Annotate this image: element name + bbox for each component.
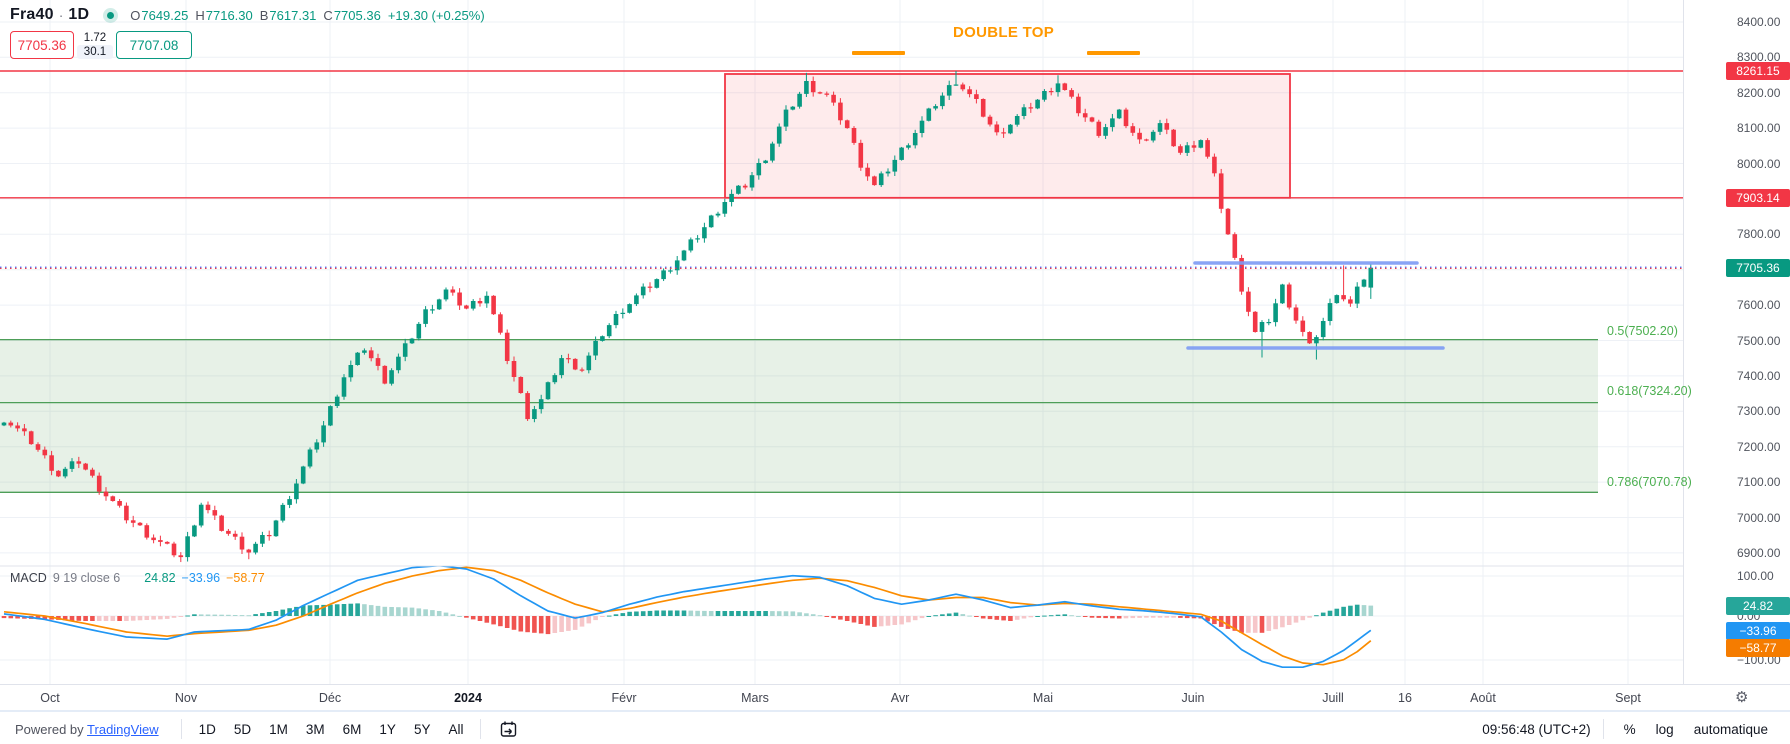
range-button-1y[interactable]: 1Y — [379, 721, 396, 737]
percent-scale-toggle[interactable]: % — [1623, 721, 1636, 737]
symbol-legend: Fra40 · 1D O7649.25 H7716.30 B7617.31 C7705… — [10, 4, 485, 59]
price-badge: 24.82 — [1726, 597, 1790, 615]
spread-column: 1.72 30.1 — [77, 31, 113, 59]
price-tick-label: 8100.00 — [1737, 121, 1781, 135]
price-tick-label: 8300.00 — [1737, 50, 1781, 64]
double-top-annotation[interactable]: DOUBLE TOP — [953, 24, 1055, 41]
toolbar-divider — [180, 719, 182, 739]
tradingview-link[interactable]: TradingView — [87, 721, 159, 737]
buy-ask-button[interactable]: 7707.08 — [116, 31, 192, 59]
chart-canvas[interactable] — [0, 0, 1683, 684]
spread-points: 30.1 — [77, 45, 113, 59]
price-tick-label: 7400.00 — [1737, 369, 1781, 383]
auto-scale-toggle[interactable]: automatique — [1693, 721, 1768, 737]
fib-level-label: 0.5(7502.20) — [1607, 324, 1678, 338]
chart-settings-gear-icon[interactable]: ⚙ — [1735, 689, 1749, 706]
range-buttons: 1D 5D 1M 3M 6M 1Y 5Y All — [190, 719, 473, 740]
price-tick-label: 8200.00 — [1737, 86, 1781, 100]
range-button-6m[interactable]: 6M — [342, 721, 362, 737]
symbol-name[interactable]: Fra40 — [10, 6, 54, 23]
price-tick-label: 7600.00 — [1737, 298, 1781, 312]
time-tick-label: Nov — [174, 691, 198, 705]
spread-value: 1.72 — [83, 32, 107, 44]
toolbar-divider — [1602, 719, 1604, 739]
ohlc-item: O7649.25 — [130, 7, 189, 23]
range-button-all[interactable]: All — [448, 721, 464, 737]
timeframe-label[interactable]: 1D — [68, 6, 90, 23]
price-badge: −33.96 — [1726, 622, 1790, 640]
macd-legend: MACD 9 19 close 6 24.82 −33.96 −58.77 — [10, 571, 265, 585]
time-tick-label: Avr — [890, 691, 910, 705]
time-tick-label: Févr — [611, 691, 637, 705]
time-tick-label: Juill — [1322, 691, 1344, 705]
range-button-5y[interactable]: 5Y — [413, 721, 431, 737]
double-top-dash[interactable] — [1087, 51, 1140, 55]
ohlc-item: H7716.30 — [195, 7, 253, 23]
range-button-1m[interactable]: 1M — [269, 721, 288, 737]
price-tick-label: 7800.00 — [1737, 227, 1781, 241]
range-button-1d[interactable]: 1D — [198, 721, 216, 737]
powered-by: Powered by TradingView — [15, 722, 159, 737]
time-tick-label: Mars — [741, 691, 769, 705]
macd-params: 9 19 close 6 — [52, 571, 121, 585]
price-tick-label: 6900.00 — [1737, 546, 1781, 560]
price-tick-label: 7200.00 — [1737, 440, 1781, 454]
clock-display[interactable]: 09:56:48 (UTC+2) — [1482, 721, 1591, 737]
time-tick-label: 2024 — [454, 691, 482, 705]
ohlc-item: B7617.31 — [259, 7, 317, 23]
macd-line-value: −33.96 — [181, 571, 221, 585]
sell-bid-button[interactable]: 7705.36 — [10, 31, 74, 59]
range-button-5d[interactable]: 5D — [233, 721, 252, 737]
log-scale-toggle[interactable]: log — [1655, 721, 1674, 737]
price-tick-label: 7300.00 — [1737, 404, 1781, 418]
market-status-dot-icon — [103, 7, 119, 23]
price-tick-label: 8000.00 — [1737, 157, 1781, 171]
change-value: +19.30 (+0.25%) — [387, 7, 485, 23]
go-to-date-icon[interactable] — [499, 720, 518, 739]
ohlc-item: C7705.36 — [323, 7, 381, 23]
price-badge: 7705.36 — [1726, 259, 1790, 277]
double-top-dash[interactable] — [852, 51, 905, 55]
price-tick-label: 7500.00 — [1737, 334, 1781, 348]
bottom-toolbar: Powered by TradingView 1D 5D 1M 3M 6M 1Y 5Y All… — [0, 710, 1790, 744]
time-tick-label: Sept — [1615, 691, 1641, 705]
macd-tick-label: 100.00 — [1737, 569, 1774, 583]
time-tick-label: Oct — [40, 691, 60, 705]
fib-level-label: 0.786(7070.78) — [1607, 475, 1692, 489]
macd-hist-value: 24.82 — [144, 571, 176, 585]
time-tick-label: Déc — [318, 691, 342, 705]
powered-by-text: Powered by — [15, 721, 84, 737]
time-tick-label: Août — [1470, 691, 1496, 705]
toolbar-divider — [480, 719, 482, 739]
price-badge: −58.77 — [1726, 639, 1790, 657]
price-axis[interactable]: 8400.00 8300.00 8200.00 8100.00 8000.00 7800.… — [1683, 0, 1790, 684]
fib-level-label: 0.618(7324.20) — [1607, 384, 1692, 398]
price-badge: 8261.15 — [1726, 62, 1790, 80]
price-tick-label: 7000.00 — [1737, 511, 1781, 525]
time-axis[interactable]: ⚙ Oct Nov Déc 2024 Févr Mars Avr Mai Juin Juill 16… — [0, 684, 1790, 711]
macd-title[interactable]: MACD — [10, 571, 47, 585]
ohlc-values: O7649.25 H7716.30 B7617.31 C7705.36 +19.30 (… — [130, 8, 484, 23]
macd-signal-value: −58.77 — [226, 571, 265, 585]
price-tick-label: 8400.00 — [1737, 15, 1781, 29]
price-tick-label: 7100.00 — [1737, 475, 1781, 489]
time-tick-label: 16 — [1398, 691, 1412, 705]
time-tick-label: Mai — [1032, 691, 1054, 705]
range-button-3m[interactable]: 3M — [305, 721, 325, 737]
time-tick-label: Juin — [1181, 691, 1205, 705]
price-badge: 7903.14 — [1726, 189, 1790, 207]
symbol-separator: · — [58, 7, 64, 23]
